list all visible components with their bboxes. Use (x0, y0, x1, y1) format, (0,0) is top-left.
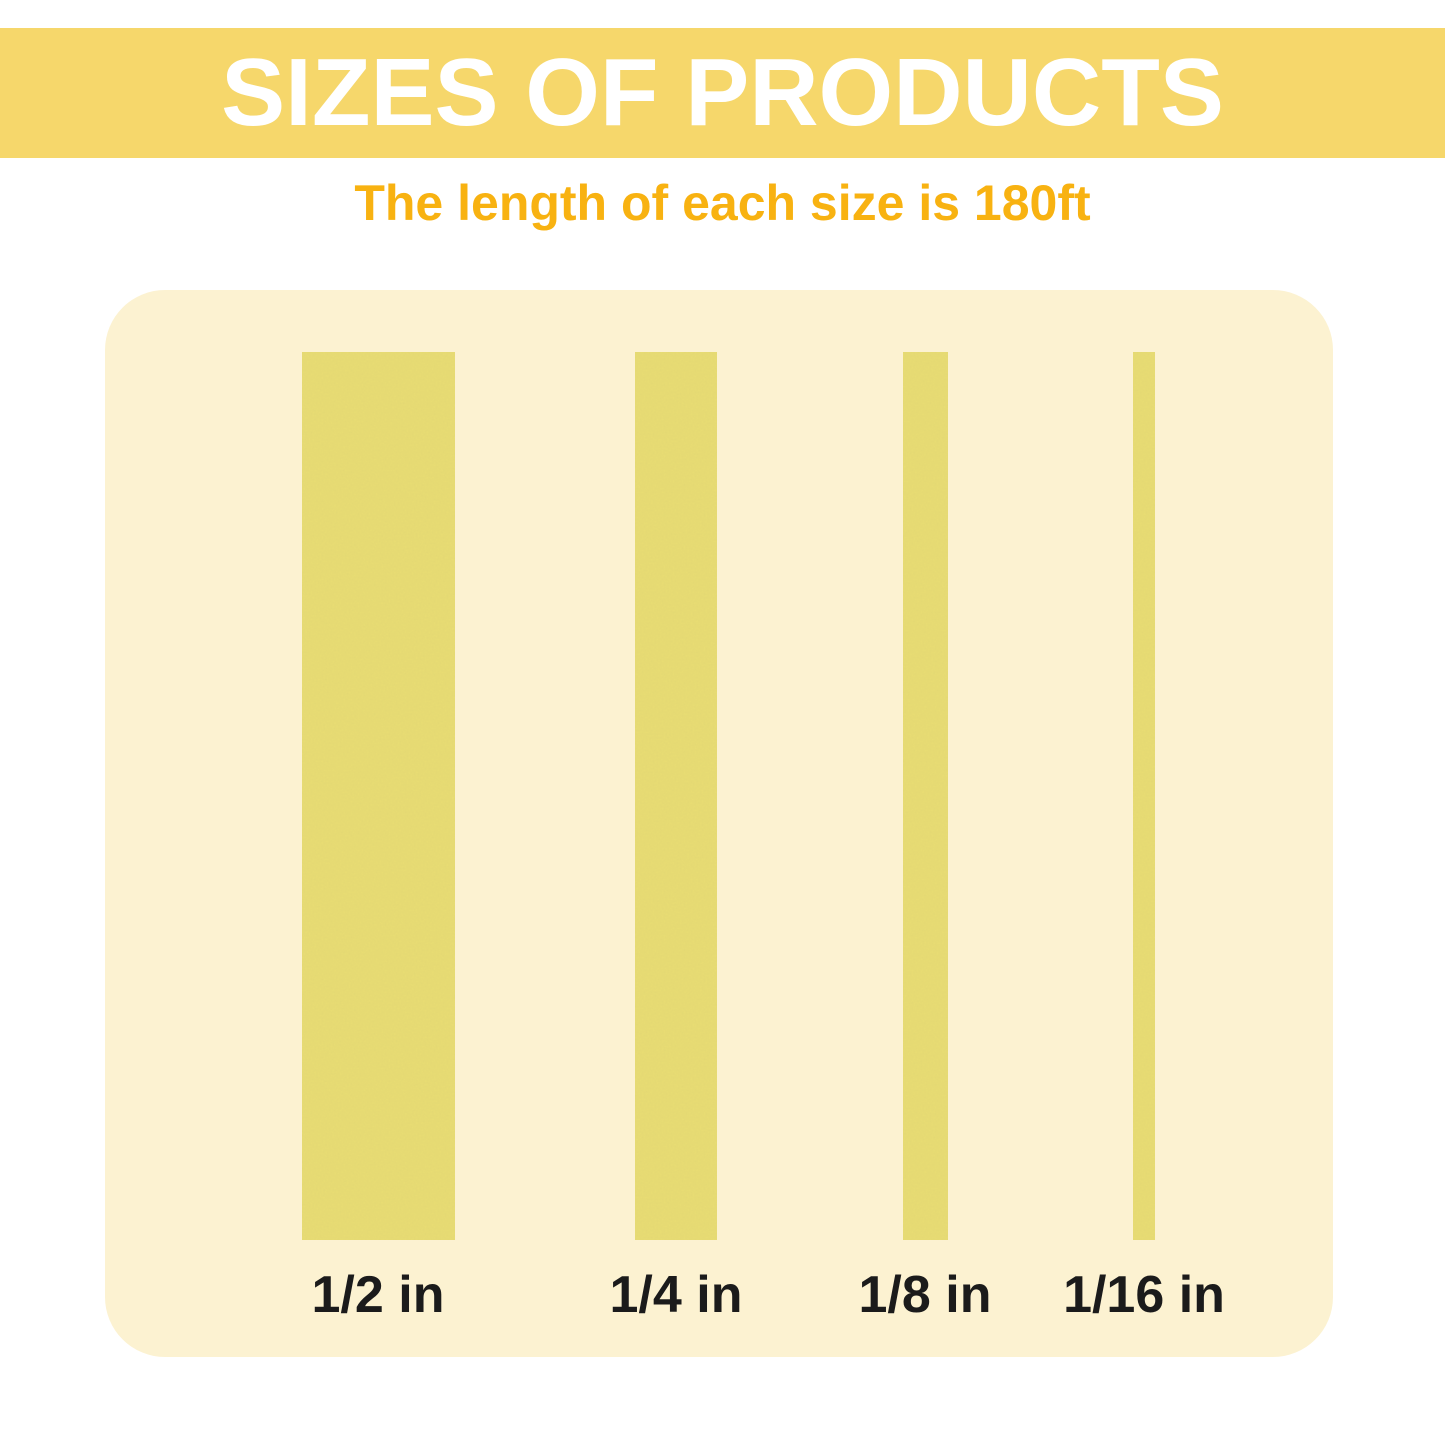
size-comparison-panel: 1/2 in 1/4 in 1/8 in 1/16 in (105, 290, 1333, 1357)
tape-strip-half-inch (302, 352, 455, 1240)
size-label-sixteenth-inch: 1/16 in (1063, 1266, 1225, 1324)
tape-strip-eighth-inch (903, 352, 948, 1240)
tape-texture (635, 352, 717, 1240)
tape-texture (1133, 352, 1155, 1240)
tape-strip-sixteenth-inch (1133, 352, 1155, 1240)
page-title: SIZES OF PRODUCTS (221, 39, 1224, 146)
size-label-eighth-inch: 1/8 in (858, 1266, 992, 1324)
length-note: The length of each size is 180ft (354, 175, 1091, 231)
size-label-quarter-inch: 1/4 in (609, 1266, 743, 1324)
tape-strip-quarter-inch (635, 352, 717, 1240)
tape-texture (302, 352, 455, 1240)
tape-texture (903, 352, 948, 1240)
title-banner: SIZES OF PRODUCTS (0, 28, 1445, 158)
size-label-half-inch: 1/2 in (311, 1266, 445, 1324)
